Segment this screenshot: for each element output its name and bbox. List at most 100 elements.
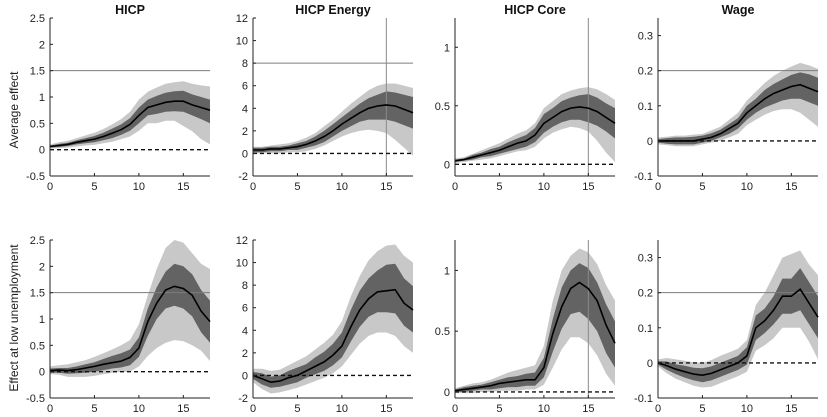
panel-title: HICP Energy bbox=[295, 3, 371, 17]
point-estimate-line bbox=[49, 100, 211, 148]
x-tick-label: 0 bbox=[250, 181, 256, 193]
x-tick-label: 0 bbox=[250, 403, 256, 415]
y-tick-label: 12 bbox=[236, 13, 248, 25]
y-tick-label: 8 bbox=[242, 58, 248, 70]
x-tick-label: 0 bbox=[47, 403, 53, 415]
y-tick-label: 2 bbox=[39, 39, 45, 51]
y-tick-label: 2 bbox=[242, 126, 248, 138]
inner-confidence-band bbox=[658, 72, 818, 145]
point-estimate-line bbox=[658, 83, 819, 142]
x-tick-label: 15 bbox=[380, 181, 392, 193]
y-tick-label: -0.5 bbox=[26, 171, 45, 183]
outer-confidence-band bbox=[658, 250, 818, 388]
x-tick-label: 5 bbox=[699, 403, 705, 415]
y-tick-label: -0.1 bbox=[634, 171, 653, 183]
y-tick-label: 1 bbox=[444, 42, 450, 54]
y-tick-label: -2 bbox=[238, 171, 248, 183]
y-tick-label: 0 bbox=[444, 159, 450, 171]
point-estimate-line bbox=[253, 104, 414, 151]
y-tick-label: 2 bbox=[242, 348, 248, 360]
x-tick-label: 10 bbox=[133, 403, 145, 415]
y-tick-label: 0 bbox=[647, 358, 653, 370]
y-tick-label: 1 bbox=[39, 314, 45, 326]
y-tick-label: 2.5 bbox=[30, 235, 45, 247]
x-tick-label: 15 bbox=[785, 181, 797, 193]
x-tick-label: 0 bbox=[655, 403, 661, 415]
inner-confidence-band bbox=[50, 90, 210, 148]
x-tick-label: 5 bbox=[91, 181, 97, 193]
x-tick-label: 15 bbox=[380, 403, 392, 415]
panel-wage-low-unemployment: -0.100.10.20.30 5 10 15 bbox=[634, 240, 819, 415]
x-tick-label: 5 bbox=[496, 403, 502, 415]
y-tick-label: 0 bbox=[39, 367, 45, 379]
x-tick-label: 5 bbox=[294, 181, 300, 193]
y-tick-label: 2 bbox=[39, 261, 45, 273]
x-tick-label: 15 bbox=[177, 181, 189, 193]
point-estimate-line bbox=[657, 288, 819, 377]
x-tick-label: 15 bbox=[785, 403, 797, 415]
x-tick-label: 5 bbox=[91, 403, 97, 415]
inner-confidence-band bbox=[455, 94, 615, 162]
panel-title: HICP bbox=[115, 3, 145, 17]
row-label-effect-at-low-unemployment: Effect at low unemployment bbox=[7, 244, 21, 392]
x-tick-label: 15 bbox=[582, 403, 594, 415]
y-tick-label: -2 bbox=[238, 393, 248, 405]
y-tick-label: 0.5 bbox=[30, 118, 45, 130]
y-tick-label: 0 bbox=[242, 148, 248, 160]
x-tick-label: 10 bbox=[741, 403, 753, 415]
y-tick-label: 4 bbox=[242, 325, 248, 337]
point-estimate-line bbox=[252, 288, 414, 384]
x-tick-label: 0 bbox=[452, 403, 458, 415]
x-tick-label: 5 bbox=[496, 181, 502, 193]
y-tick-label: 0 bbox=[444, 387, 450, 399]
panel-title: Wage bbox=[722, 3, 755, 17]
y-tick-label: 0.1 bbox=[638, 323, 653, 335]
y-tick-label: 0.3 bbox=[638, 31, 653, 43]
y-tick-label: -0.1 bbox=[634, 393, 653, 405]
x-tick-label: 0 bbox=[452, 181, 458, 193]
y-tick-label: 12 bbox=[236, 235, 248, 247]
y-tick-label: 0.1 bbox=[638, 101, 653, 113]
x-tick-label: 10 bbox=[336, 403, 348, 415]
y-tick-label: 1.5 bbox=[30, 66, 45, 78]
y-tick-label: 0 bbox=[647, 136, 653, 148]
outer-confidence-band bbox=[50, 81, 210, 149]
panel-hicp-low-unemployment: -0.500.511.522.50 5 10 15 bbox=[26, 235, 211, 415]
point-estimate-line bbox=[49, 285, 211, 372]
y-tick-label: 6 bbox=[242, 303, 248, 315]
y-tick-label: 4 bbox=[242, 103, 248, 115]
y-tick-label: 6 bbox=[242, 81, 248, 93]
x-tick-label: 10 bbox=[336, 181, 348, 193]
panel-title: HICP Core bbox=[504, 3, 566, 17]
x-tick-label: 0 bbox=[47, 181, 53, 193]
y-tick-label: 0 bbox=[242, 370, 248, 382]
x-tick-label: 5 bbox=[699, 181, 705, 193]
y-tick-label: 0.2 bbox=[638, 66, 653, 78]
point-estimate-line bbox=[454, 106, 616, 162]
y-tick-label: 0 bbox=[39, 145, 45, 157]
panel-hicp-core-low-unemployment: 00.510 5 10 15 bbox=[435, 240, 616, 415]
y-tick-label: 0.5 bbox=[435, 326, 450, 338]
inner-confidence-band bbox=[658, 268, 818, 383]
inner-confidence-band bbox=[455, 263, 615, 392]
y-tick-label: 1 bbox=[39, 92, 45, 104]
y-tick-label: 2.5 bbox=[30, 13, 45, 25]
y-tick-label: 0.2 bbox=[638, 288, 653, 300]
row-label-average-effect: Average effect bbox=[7, 71, 21, 149]
y-tick-label: 0.3 bbox=[638, 253, 653, 265]
x-tick-label: 15 bbox=[582, 181, 594, 193]
y-tick-label: -0.5 bbox=[26, 393, 45, 405]
x-tick-label: 10 bbox=[133, 181, 145, 193]
y-tick-label: 0.5 bbox=[30, 340, 45, 352]
y-tick-label: 10 bbox=[236, 258, 248, 270]
y-tick-label: 10 bbox=[236, 36, 248, 48]
y-tick-label: 1.5 bbox=[30, 288, 45, 300]
y-tick-label: 8 bbox=[242, 280, 248, 292]
x-tick-label: 10 bbox=[538, 181, 550, 193]
